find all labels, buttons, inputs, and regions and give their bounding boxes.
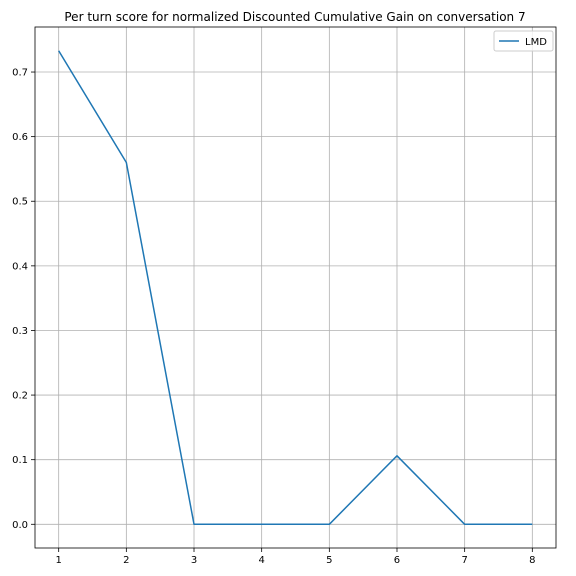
legend-box xyxy=(493,30,554,52)
axes-frame xyxy=(34,26,557,549)
x-tick-label: 5 xyxy=(326,555,332,566)
x-tick-label: 6 xyxy=(394,555,400,566)
y-tick-label: 0.0 xyxy=(12,520,28,531)
x-tick-label: 7 xyxy=(461,555,467,566)
x-tick-label: 8 xyxy=(529,555,535,566)
chart-title: Per turn score for normalized Discounted… xyxy=(64,10,525,24)
x-tick-label: 4 xyxy=(258,555,264,566)
legend: LMD xyxy=(493,30,554,52)
y-tick-label: 0.4 xyxy=(12,261,28,272)
x-tick-label: 2 xyxy=(123,555,129,566)
y-tick-label: 0.1 xyxy=(12,455,28,466)
series-layer xyxy=(58,50,533,526)
y-tick-label: 0.7 xyxy=(12,68,28,79)
y-tick-label: 0.5 xyxy=(12,197,28,208)
y-tick-label: 0.3 xyxy=(12,326,28,337)
x-tick-label: 3 xyxy=(191,555,197,566)
x-tick-label: 1 xyxy=(55,555,61,566)
legend-label-lmd: LMD xyxy=(525,37,547,48)
y-tick-label: 0.2 xyxy=(12,391,28,402)
y-tick-label: 0.6 xyxy=(12,132,28,143)
series-line-lmd xyxy=(58,50,533,526)
axes: 1 2 3 4 5 6 7 8 0.0 0.1 0.2 0.3 0.4 0.5 0.6 0.7 xyxy=(12,26,557,566)
grid xyxy=(35,27,556,548)
